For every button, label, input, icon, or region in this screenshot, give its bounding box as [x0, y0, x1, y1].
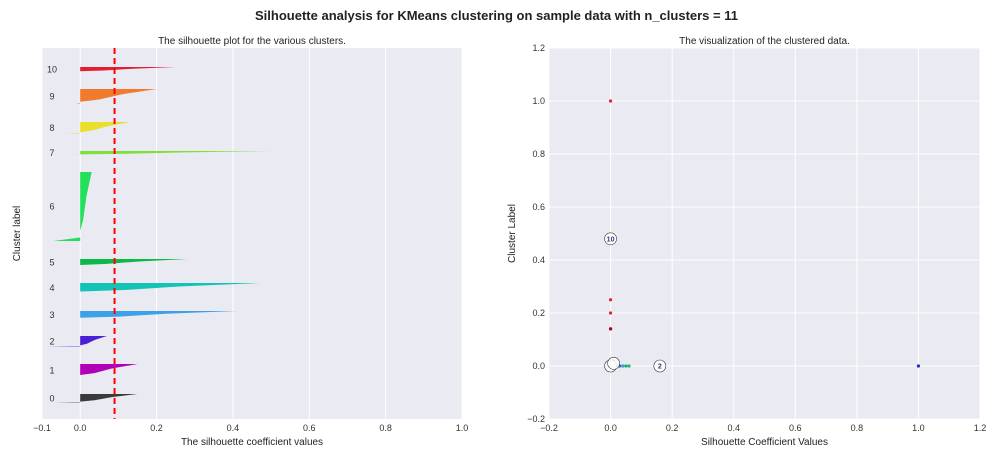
y-tick-label: 0.4 [532, 255, 545, 265]
cluster-center-label: 2 [658, 364, 662, 371]
x-tick-label: 1.0 [456, 423, 469, 433]
y-tick-label: 0.6 [532, 202, 545, 212]
cluster-7-silhouette [72, 151, 272, 155]
data-point [916, 364, 921, 368]
cluster-center-marker [604, 232, 617, 246]
data-point [608, 327, 613, 331]
cluster-0-silhouette [53, 394, 138, 403]
figure-title: Silhouette analysis for KMeans clusterin… [255, 8, 738, 23]
x-tick-label: 1.0 [912, 423, 925, 433]
cluster-9-label: 9 [49, 92, 54, 102]
cluster-2-silhouette [45, 336, 107, 347]
x-tick-label: 0.2 [666, 423, 679, 433]
cluster-4-silhouette [80, 283, 260, 293]
x-tick-label: 0.4 [727, 423, 740, 433]
data-point [624, 364, 628, 368]
y-axis-label: Cluster label [12, 206, 23, 262]
cluster-1-silhouette [80, 364, 138, 377]
x-tick-label: 0.0 [74, 423, 87, 433]
cluster-4-label: 4 [49, 283, 54, 293]
data-point [608, 99, 613, 103]
cluster-3-label: 3 [49, 310, 54, 320]
cluster-1-label: 1 [49, 366, 54, 376]
y-tick-label: −0.2 [527, 414, 545, 424]
cluster-5-silhouette [80, 259, 188, 266]
cluster-center-label: 10 [607, 236, 615, 243]
plot-title: The visualization of the clustered data. [679, 36, 850, 47]
y-tick-label: 1.2 [532, 43, 545, 53]
x-tick-label: 0.8 [379, 423, 392, 433]
y-tick-label: 1.0 [532, 96, 545, 106]
cluster-center-marker [607, 357, 620, 370]
cluster-8-label: 8 [49, 123, 54, 133]
cluster-2-label: 2 [49, 337, 54, 347]
x-tick-label: −0.1 [33, 423, 51, 433]
x-tick-label: −0.2 [540, 423, 558, 433]
plot-title: The silhouette plot for the various clus… [158, 36, 346, 47]
data-point [627, 364, 631, 368]
cluster-7-label: 7 [49, 148, 54, 158]
cluster-10-label: 10 [47, 65, 57, 75]
y-tick-label: 0.2 [532, 308, 545, 318]
plot-area [549, 48, 980, 419]
plot-area [42, 48, 462, 419]
cluster-3-silhouette [80, 311, 237, 319]
cluster-center-marker [653, 359, 667, 373]
x-tick-label: 0.2 [150, 423, 163, 433]
cluster-6-label: 6 [49, 202, 54, 212]
y-tick-label: 0.8 [532, 149, 545, 159]
x-tick-label: 0.8 [851, 423, 864, 433]
cluster-0-label: 0 [49, 394, 54, 404]
silhouette-plot: −0.1 0.0 0.2 0.4 0.6 0.8 1.0 0 1 2 3 4 5 6 7 8 9 10 The si… [12, 36, 468, 448]
data-point [621, 364, 625, 368]
cluster-10-silhouette [80, 67, 176, 72]
x-tick-label: 0.6 [303, 423, 316, 433]
x-axis-label: The silhouette coefficient values [181, 437, 323, 448]
x-axis-label: Silhouette Coefficient Values [701, 437, 828, 448]
x-tick-label: 0.6 [789, 423, 802, 433]
y-tick-label: 0.0 [532, 361, 545, 371]
cluster-6-silhouette [53, 172, 92, 241]
data-point [608, 298, 613, 302]
x-tick-label: 1.2 [974, 423, 987, 433]
cluster-scatter-plot: −0.2 0.0 0.2 0.4 0.6 0.8 1.0 1.2 −0.2 0.0 0.2 0.4 0.… [507, 36, 986, 448]
cluster-8-silhouette [64, 122, 130, 134]
cluster-9-silhouette [76, 89, 157, 104]
data-point [608, 311, 613, 315]
x-tick-label: 0.4 [227, 423, 240, 433]
x-tick-label: 0.0 [604, 423, 617, 433]
cluster-5-label: 5 [49, 258, 54, 268]
y-axis-label: Cluster Label [507, 204, 518, 263]
